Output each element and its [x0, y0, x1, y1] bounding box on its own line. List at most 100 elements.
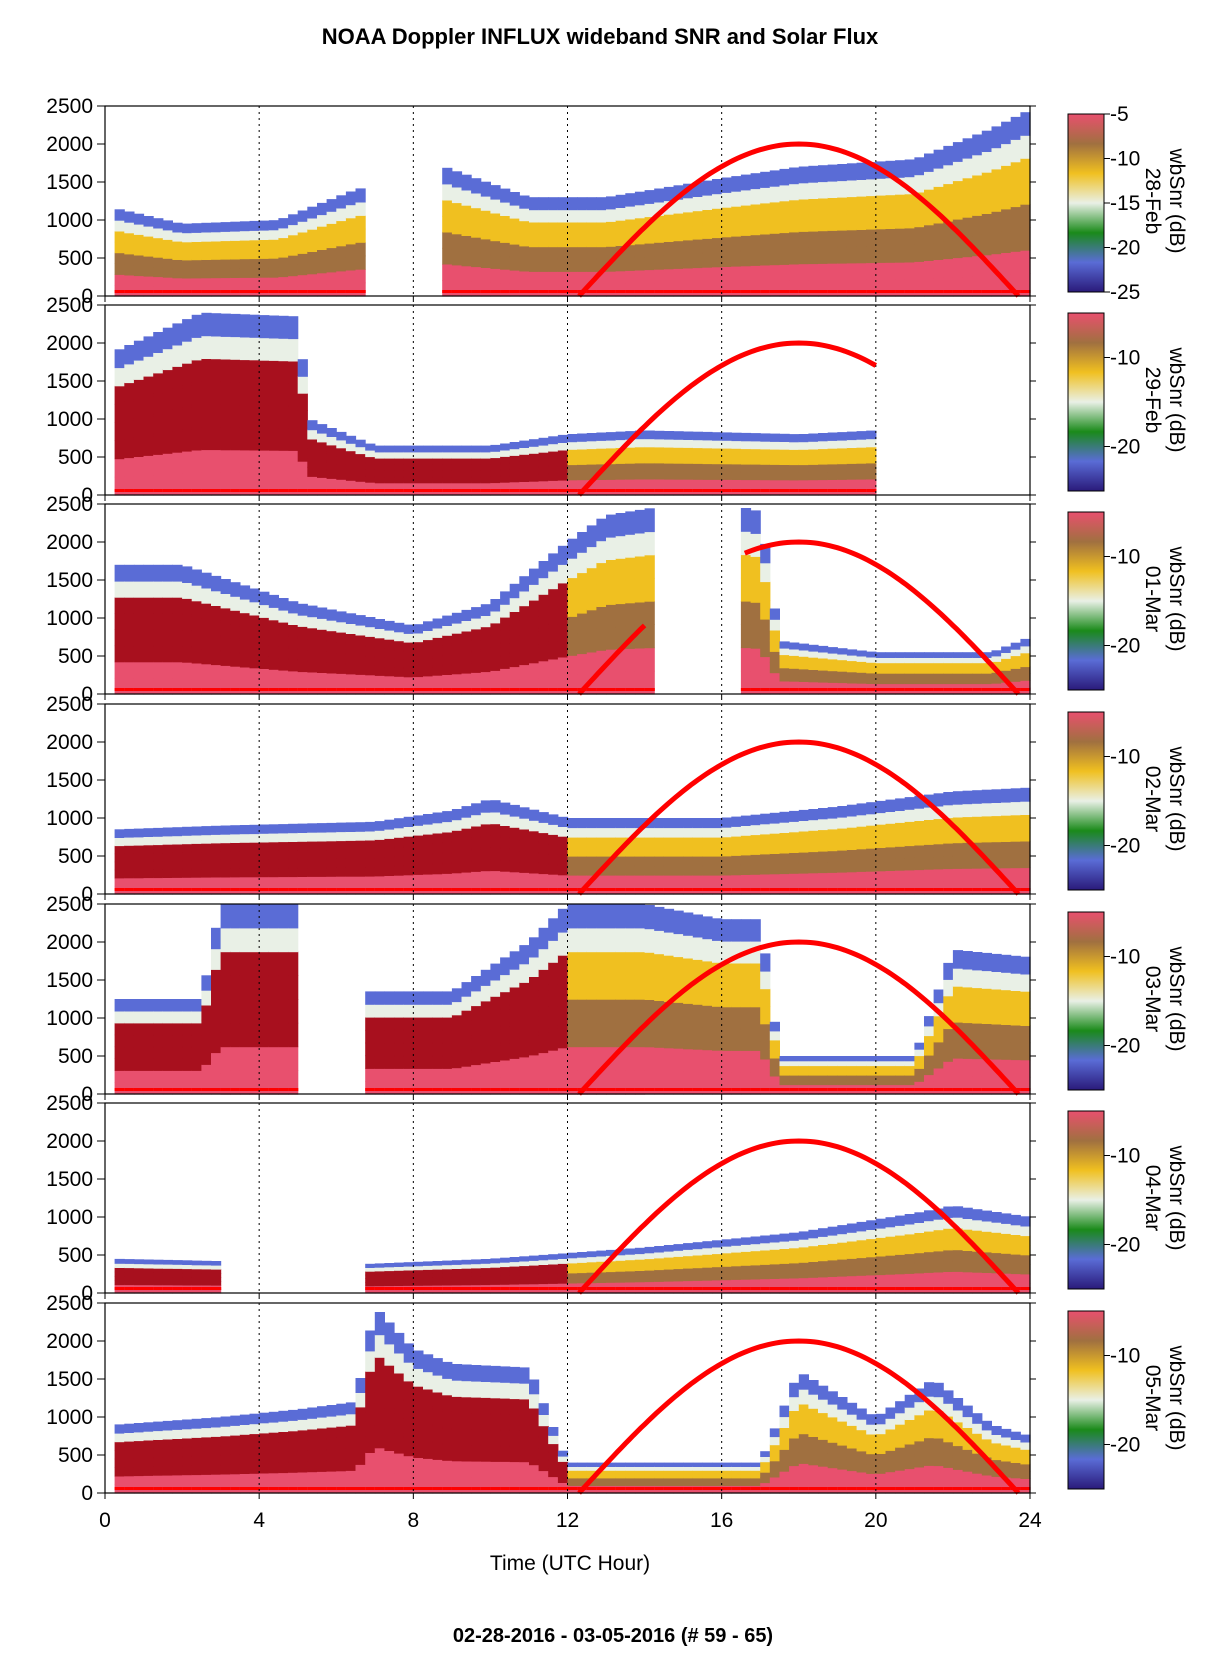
heatmap-cell: [143, 1034, 154, 1048]
heatmap-cell: [548, 221, 559, 235]
heatmap-cell: [740, 205, 752, 221]
heatmap-cell: [673, 910, 684, 935]
heatmap-cell: [557, 1278, 569, 1284]
heatmap-cell: [201, 826, 212, 836]
heatmap-cell: [500, 269, 511, 284]
heatmap-cell: [663, 471, 675, 480]
heatmap-cell: [606, 951, 617, 976]
heatmap-cell: [827, 1060, 838, 1067]
heatmap-cell: [740, 815, 752, 826]
heatmap-cell: [423, 1042, 434, 1057]
heatmap-cell: [442, 1260, 453, 1266]
heatmap-cell: [557, 955, 569, 979]
heatmap-cell: [981, 652, 992, 658]
heatmap-cell: [846, 1258, 858, 1268]
heatmap-base-cell: [827, 1088, 838, 1091]
heatmap-cell: [394, 658, 405, 668]
heatmap-base-cell: [557, 688, 569, 691]
heatmap-base-cell: [991, 688, 1002, 691]
heatmap-cell: [249, 868, 260, 878]
heatmap-cell: [818, 645, 829, 653]
heatmap-cell: [866, 672, 877, 679]
heatmap-cell: [201, 1268, 212, 1274]
heatmap-cell: [644, 1246, 655, 1254]
heatmap-cell: [972, 683, 983, 690]
heatmap-cell: [249, 904, 260, 929]
heatmap-cell: [798, 441, 809, 450]
heatmap-base-cell: [461, 888, 472, 891]
heatmap-cell: [692, 267, 703, 283]
heatmap-base-cell: [143, 290, 154, 293]
heatmap-cell: [1010, 1076, 1021, 1095]
heatmap-cell: [846, 849, 858, 862]
heatmap-cell: [124, 837, 135, 846]
heatmap-cell: [114, 677, 125, 695]
heatmap-cell: [133, 360, 145, 380]
heatmap-cell: [317, 249, 328, 262]
heatmap-cell: [423, 1281, 434, 1286]
heatmap-cell: [596, 432, 607, 441]
heatmap-cell: [451, 809, 463, 821]
heatmap-cell: [259, 405, 270, 429]
heatmap-cell: [317, 832, 328, 842]
heatmap-cell: [268, 220, 279, 231]
heatmap-cell: [509, 1270, 520, 1276]
heatmap-cell: [933, 149, 944, 169]
heatmap-cell: [740, 670, 752, 695]
heatmap-cell: [442, 625, 453, 636]
heatmap-cell: [895, 870, 906, 883]
heatmap-cell: [500, 188, 511, 203]
heatmap-cell: [442, 1042, 453, 1057]
heatmap-cell: [471, 661, 482, 673]
heatmap-cell: [374, 647, 385, 658]
heatmap-cell: [837, 439, 848, 449]
heatmap-cell: [644, 470, 655, 480]
heatmap-cell: [943, 688, 954, 695]
heatmap-cell: [567, 818, 578, 829]
heatmap-cell: [124, 382, 135, 402]
heatmap-cell: [432, 812, 443, 824]
heatmap-cell: [779, 184, 790, 202]
heatmap-cell: [818, 464, 829, 473]
heatmap-base-cell: [837, 489, 848, 492]
heatmap-base-cell: [423, 688, 434, 691]
heatmap-cell: [230, 277, 241, 288]
heatmap-cell: [133, 456, 145, 477]
heatmap-cell: [182, 868, 193, 878]
heatmap-cell: [596, 1250, 607, 1257]
heatmap-base-cell: [345, 290, 357, 293]
heatmap-cell: [220, 313, 231, 337]
heatmap-base-cell: [114, 1287, 125, 1290]
heatmap-cell: [866, 678, 877, 684]
heatmap-cell: [991, 1212, 1002, 1223]
heatmap-cell: [201, 618, 212, 634]
heatmap-base-cell: [818, 1287, 829, 1290]
heatmap-cell: [577, 221, 588, 235]
heatmap-base-cell: [606, 888, 617, 891]
heatmap-cell: [586, 464, 597, 473]
heatmap-cell: [914, 820, 925, 834]
heatmap-base-cell: [596, 489, 607, 492]
heatmap-cell: [769, 843, 780, 854]
heatmap-cell: [143, 861, 154, 870]
heatmap-cell: [461, 464, 472, 471]
heatmap-cell: [721, 251, 732, 267]
heatmap-cell: [712, 1273, 723, 1281]
heatmap-cell: [317, 424, 328, 434]
heatmap-cell: [365, 665, 376, 676]
heatmap-cell: [500, 848, 511, 861]
heatmap-cell: [577, 951, 588, 976]
heatmap-cell: [191, 999, 202, 1012]
heatmap-cell: [451, 218, 463, 235]
heatmap-cell: [991, 867, 1002, 882]
heatmap-cell: [634, 865, 646, 876]
heatmap-cell: [846, 1223, 858, 1233]
heatmap-cell: [451, 633, 463, 644]
heatmap-cell: [625, 951, 636, 976]
heatmap-cell: [211, 927, 222, 950]
heatmap-base-cell: [644, 290, 655, 293]
heatmap-cell: [885, 194, 896, 213]
heatmap-cell: [885, 1245, 896, 1256]
heatmap-cell: [124, 564, 135, 582]
heatmap-cell: [336, 663, 347, 674]
